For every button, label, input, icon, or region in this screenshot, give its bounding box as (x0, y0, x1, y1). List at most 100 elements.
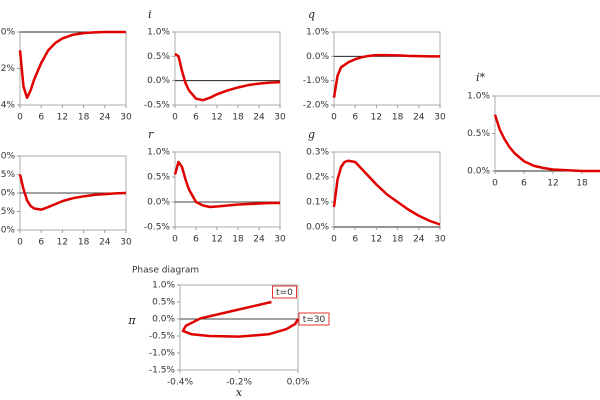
chart-title: r (148, 128, 154, 141)
y-tick-label: -1.0% (149, 349, 176, 359)
x-tick-label: 30 (434, 113, 446, 123)
series-line (181, 300, 300, 338)
annotation-box (272, 285, 297, 299)
y-tick-label: -1.0% (303, 76, 330, 86)
x-tick-label: 6 (193, 235, 199, 245)
y-tick-label: -0.4% (0, 101, 15, 111)
chart-title: i (148, 8, 152, 21)
x-tick-label: 12 (371, 113, 382, 123)
y-tick-label: 0.5% (0, 170, 15, 180)
x-tick-label: 0 (172, 113, 178, 123)
x-tick-label: 12 (371, 235, 382, 245)
y-tick-label: -0.5% (144, 101, 171, 111)
chart-title: i* (476, 71, 486, 84)
plot-frame (333, 151, 441, 228)
y-tick-label: 0.3% (306, 148, 329, 158)
x-tick-label: 30 (274, 235, 286, 245)
y-tick-label: 0.0% (152, 315, 175, 325)
x-tick-label: 30 (434, 235, 446, 245)
plot-frame (494, 95, 600, 172)
y-tick-label: 1.0% (306, 28, 329, 38)
x-tick-label: 12 (57, 113, 68, 123)
y-tick-label: 0.5% (152, 298, 175, 308)
x-tick-label: 18 (232, 113, 244, 123)
series-line (18, 30, 126, 99)
y-tick-label: -0.2% (0, 64, 15, 74)
plot-frame (333, 31, 441, 106)
chart-title: g (308, 128, 315, 141)
y-tick-label: 0.0% (306, 52, 329, 62)
x-tick-label: 0 (492, 179, 498, 189)
x-tick-label: 30 (274, 113, 286, 123)
x-tick-label: 18 (78, 113, 90, 123)
y-tick-label: 1.0% (0, 152, 15, 162)
y-tick-label: 0.0% (467, 167, 490, 177)
x-tick-label: 30 (120, 238, 132, 248)
annotation: t=0 (276, 288, 293, 298)
y-tick-label: -1.0% (0, 226, 15, 236)
series-line (493, 114, 600, 173)
y-tick-label: 0.5% (147, 173, 170, 183)
y-tick-label: 1.0% (152, 281, 175, 291)
y-tick-label: 0.0% (147, 76, 170, 86)
x-tick-label: -0.4% (167, 378, 194, 388)
y-tick-label: -0.5% (144, 223, 171, 233)
y-tick-label: 1.0% (147, 148, 170, 158)
annotation-box (298, 312, 330, 326)
x-tick-label: 24 (413, 113, 425, 123)
y-tick-label: 0.1% (306, 198, 329, 208)
series-line (173, 160, 280, 209)
x-tick-label: 12 (211, 235, 222, 245)
y-tick-label: 0.5% (467, 129, 490, 139)
chart-title: Phase diagram (132, 266, 199, 276)
x-tick-label: 0 (17, 113, 23, 123)
y-axis-label: π (127, 314, 136, 327)
y-tick-label: 0.0% (147, 198, 170, 208)
x-tick-label: 24 (413, 235, 425, 245)
y-tick-label: -1.5% (149, 366, 176, 376)
y-tick-label: -2.0% (303, 101, 330, 111)
x-tick-label: 18 (392, 113, 404, 123)
x-tick-label: 6 (193, 113, 199, 123)
x-tick-label: 6 (352, 235, 358, 245)
x-tick-label: 0 (172, 235, 178, 245)
x-tick-label: 6 (38, 113, 44, 123)
x-tick-label: 18 (392, 235, 404, 245)
y-tick-label: 0.0% (0, 28, 15, 38)
x-tick-label: -0.2% (226, 378, 253, 388)
y-tick-label: 0.5% (147, 52, 170, 62)
x-tick-label: 12 (547, 179, 558, 189)
x-tick-label: 6 (521, 179, 527, 189)
y-tick-label: -0.5% (149, 332, 176, 342)
plot-frame (174, 151, 281, 228)
x-tick-label: 24 (99, 238, 111, 248)
x-tick-label: 30 (120, 113, 132, 123)
x-tick-label: 0 (331, 235, 337, 245)
series-line (18, 174, 127, 211)
x-tick-label: 12 (57, 238, 68, 248)
series-line (174, 52, 281, 102)
x-tick-label: 6 (38, 238, 44, 248)
x-tick-label: 18 (232, 235, 244, 245)
y-tick-label: 0.2% (306, 173, 329, 183)
x-tick-label: 12 (211, 113, 222, 123)
y-tick-label: 0.0% (306, 223, 329, 233)
x-tick-label: 24 (253, 113, 265, 123)
annotation: t=30 (303, 315, 326, 325)
plot-frame (174, 31, 281, 106)
y-tick-label: 0.0% (0, 189, 15, 199)
chart-title: q (308, 8, 315, 21)
y-tick-label: 1.0% (147, 28, 170, 38)
series-line (332, 159, 441, 226)
series-line (332, 53, 440, 98)
x-tick-label: 0 (17, 238, 23, 248)
x-tick-label: 24 (253, 235, 265, 245)
x-tick-label: 18 (576, 179, 588, 189)
plot-frame (19, 31, 127, 106)
x-axis-label: x (236, 386, 243, 399)
x-tick-label: 6 (352, 113, 358, 123)
x-tick-label: 18 (78, 238, 90, 248)
y-tick-label: -0.5% (0, 207, 15, 217)
y-tick-label: 1.0% (467, 92, 490, 102)
